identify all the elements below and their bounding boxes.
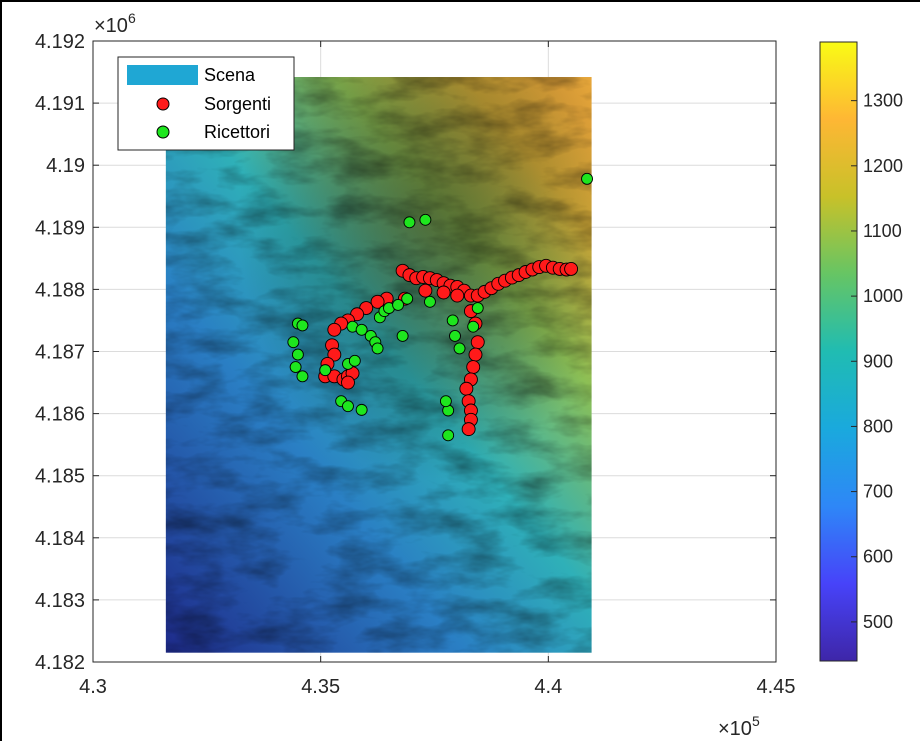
colorbar-tick-label: 700 bbox=[863, 482, 893, 502]
point-ricettori bbox=[355, 403, 368, 416]
legend-label-scena: Scena bbox=[204, 65, 256, 85]
x-tick-label: 4.4 bbox=[534, 676, 562, 698]
colorbar-tick-label: 1000 bbox=[863, 286, 903, 306]
point-ricettori bbox=[401, 292, 414, 305]
point-sorgenti bbox=[341, 375, 355, 390]
point-ricettori bbox=[355, 323, 368, 336]
data-points bbox=[287, 172, 593, 442]
y-tick-label: 4.192 bbox=[35, 31, 85, 53]
legend-label-ricettori: Ricettori bbox=[204, 122, 270, 142]
y-tick-label: 4.184 bbox=[35, 528, 85, 550]
y-tick-label: 4.186 bbox=[35, 404, 85, 426]
point-ricettori bbox=[449, 330, 461, 342]
point-ricettori bbox=[439, 395, 452, 408]
y-multiplier: ×106 bbox=[94, 10, 136, 37]
y-tick-label: 4.189 bbox=[35, 217, 85, 239]
point-ricettori bbox=[342, 400, 354, 413]
point-sorgenti bbox=[436, 285, 451, 300]
colorbar-tick-label: 600 bbox=[863, 547, 893, 567]
x-tick-label: 4.3 bbox=[79, 676, 107, 698]
point-sorgenti bbox=[468, 347, 483, 362]
terrain-scene bbox=[165, 77, 592, 653]
point-sorgenti bbox=[466, 360, 481, 374]
point-sorgenti bbox=[327, 347, 342, 362]
legend-label-sorgenti: Sorgenti bbox=[204, 94, 271, 114]
point-sorgenti bbox=[327, 322, 342, 337]
point-ricettori bbox=[348, 354, 361, 367]
y-tick-label: 4.183 bbox=[35, 590, 85, 612]
point-ricettori bbox=[581, 172, 593, 185]
point-ricettori bbox=[319, 364, 332, 377]
point-sorgenti bbox=[450, 288, 465, 303]
point-ricettori bbox=[419, 213, 432, 226]
point-sorgenti bbox=[461, 422, 476, 437]
legend: Scena Sorgenti Ricettori bbox=[117, 56, 295, 151]
x-tick-label: 4.35 bbox=[301, 676, 340, 698]
point-sorgenti bbox=[370, 294, 385, 309]
point-sorgenti bbox=[418, 283, 433, 298]
point-ricettori bbox=[423, 295, 436, 308]
colorbar-tick-label: 800 bbox=[863, 416, 893, 436]
colorbar-tick-label: 1200 bbox=[863, 156, 903, 176]
legend-marker-sorgenti bbox=[156, 97, 170, 111]
terrain-relief bbox=[165, 77, 592, 653]
point-sorgenti bbox=[459, 381, 474, 396]
legend-marker-ricettori bbox=[156, 125, 170, 139]
x-multiplier: ×105 bbox=[718, 713, 760, 740]
y-tick-label: 4.187 bbox=[35, 342, 85, 364]
point-ricettori bbox=[403, 216, 416, 229]
colorbar-ticks: 500 600 700 800 900 1000 1100 1200 1300 bbox=[851, 91, 903, 632]
colorbar-tick-label: 1300 bbox=[863, 91, 903, 111]
y-tick-label: 4.191 bbox=[35, 93, 85, 115]
y-tick-label: 4.188 bbox=[35, 279, 85, 301]
point-ricettori bbox=[289, 361, 302, 373]
point-ricettori bbox=[296, 319, 309, 332]
colorbar: 500 600 700 800 900 1000 1100 1200 1300 bbox=[819, 41, 903, 662]
point-ricettori bbox=[471, 302, 484, 314]
colorbar-tick-label: 900 bbox=[863, 351, 893, 371]
colorbar-tick-label: 500 bbox=[863, 612, 893, 632]
point-ricettori bbox=[453, 342, 466, 355]
point-ricettori bbox=[371, 342, 384, 355]
point-ricettori bbox=[467, 320, 480, 333]
point-ricettori bbox=[287, 336, 300, 349]
point-ricettori bbox=[392, 298, 405, 311]
point-sorgenti bbox=[564, 261, 579, 276]
point-sorgenti bbox=[470, 335, 485, 350]
y-tick-label: 4.19 bbox=[46, 155, 85, 177]
point-ricettori bbox=[446, 314, 459, 327]
point-ricettori bbox=[442, 429, 455, 442]
colorbar-tick-label: 1100 bbox=[863, 221, 902, 241]
colorbar-fill bbox=[819, 41, 858, 662]
legend-swatch-scena bbox=[127, 65, 198, 85]
point-ricettori bbox=[396, 330, 409, 342]
y-tick-label: 4.185 bbox=[35, 466, 85, 488]
x-tick-label: 4.45 bbox=[757, 676, 796, 698]
point-ricettori bbox=[296, 370, 309, 383]
point-ricettori bbox=[291, 348, 304, 361]
y-tick-label: 4.182 bbox=[35, 652, 85, 674]
axis-ticks: 4.3 4.35 4.4 4.45 4.182 4.183 4.184 4.185 4.186 4… bbox=[35, 31, 796, 698]
